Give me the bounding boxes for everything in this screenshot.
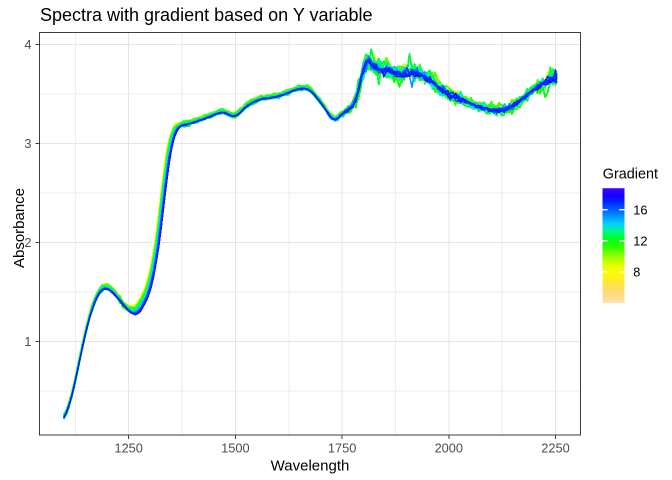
svg-text:12: 12 bbox=[633, 233, 647, 248]
svg-text:3: 3 bbox=[24, 136, 31, 151]
svg-text:2000: 2000 bbox=[435, 441, 463, 456]
svg-text:2: 2 bbox=[24, 235, 31, 250]
svg-text:Wavelength: Wavelength bbox=[271, 457, 350, 474]
svg-text:Gradient: Gradient bbox=[603, 167, 658, 183]
svg-text:16: 16 bbox=[633, 202, 647, 217]
svg-text:1750: 1750 bbox=[328, 441, 356, 456]
svg-text:1: 1 bbox=[24, 334, 31, 349]
svg-text:4: 4 bbox=[24, 37, 31, 52]
svg-text:Absorbance: Absorbance bbox=[11, 188, 28, 268]
svg-text:2250: 2250 bbox=[541, 441, 569, 456]
svg-text:Spectra with gradient based on: Spectra with gradient based on Y variabl… bbox=[40, 5, 373, 25]
svg-text:1250: 1250 bbox=[114, 441, 142, 456]
svg-text:1500: 1500 bbox=[221, 441, 249, 456]
svg-text:8: 8 bbox=[633, 264, 640, 279]
